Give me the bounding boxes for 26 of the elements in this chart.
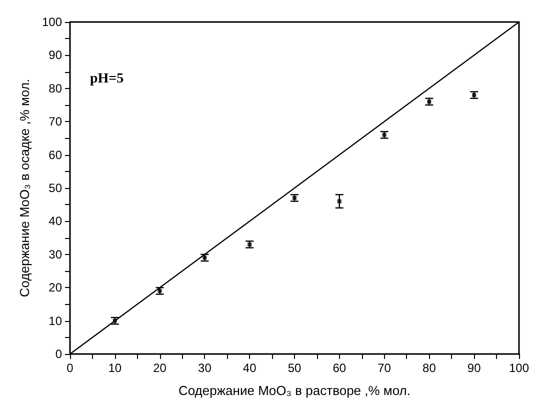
x-tick-label: 50 — [288, 361, 302, 375]
x-tick-label: 30 — [198, 361, 212, 375]
y-tick-label: 90 — [48, 48, 62, 62]
annotation: pH=5 — [90, 72, 124, 86]
x-tick-label: 20 — [153, 361, 167, 375]
y-tick-label: 50 — [48, 181, 62, 195]
y-tick-label: 70 — [48, 114, 62, 129]
x-tick-label: 90 — [467, 361, 482, 375]
y-tick-label: 60 — [48, 148, 62, 162]
x-tick-label: 100 — [508, 361, 530, 375]
y-tick-label: 10 — [48, 314, 62, 328]
x-axis-title: Содержание MoO₃ в растворе ,% мол. — [178, 383, 411, 398]
y-tick-label: 0 — [55, 347, 62, 361]
x-tick-label: 70 — [378, 361, 392, 375]
x-tick-label: 80 — [422, 361, 436, 375]
y-tick-label: 40 — [48, 214, 62, 228]
x-tick-label: 10 — [108, 361, 122, 375]
point — [337, 199, 342, 204]
x-tick-label: 40 — [242, 361, 257, 375]
y-tick-label: 80 — [48, 81, 62, 96]
y-axis-title: Содержание MoO₃ в осадке ,% мол. — [17, 78, 32, 298]
x-tick-label: 0 — [66, 361, 74, 375]
x-tick-label: 60 — [332, 361, 346, 375]
y-tick-label: 20 — [48, 280, 62, 295]
y-tick-label: 30 — [48, 247, 62, 262]
y-tick-label: 100 — [42, 15, 62, 29]
